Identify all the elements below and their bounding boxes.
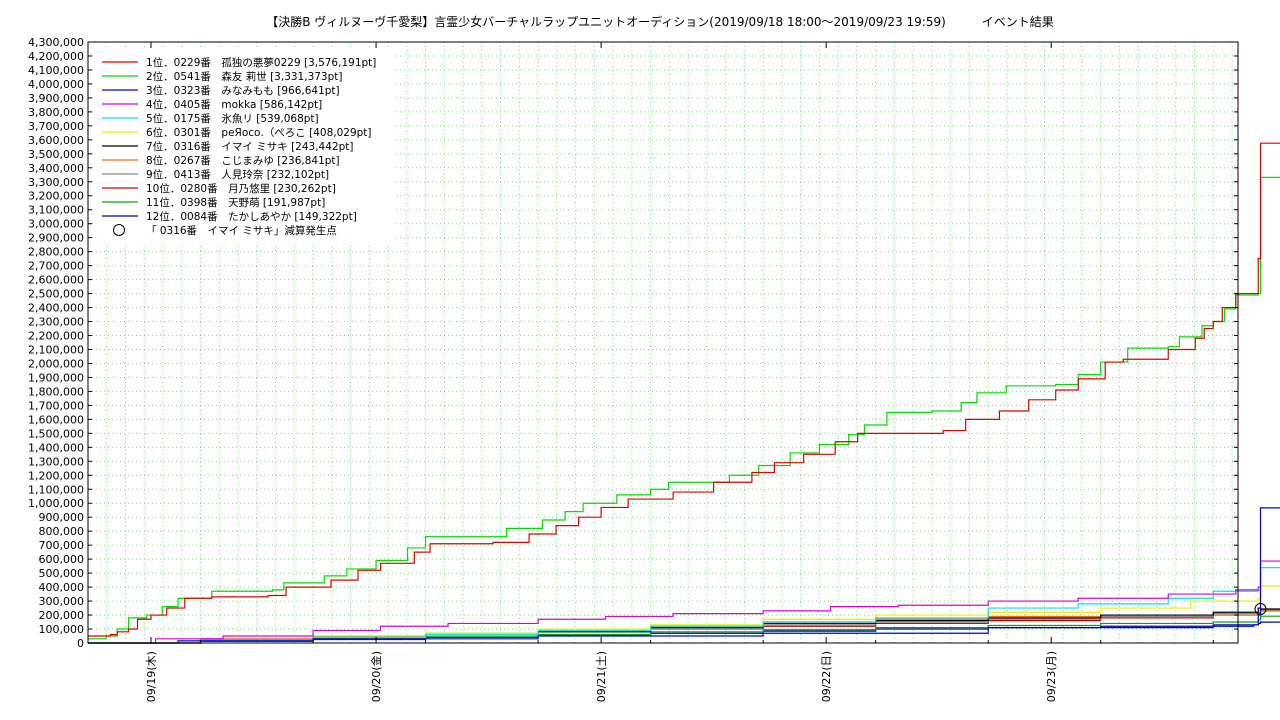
- y-tick-label: 1,100,000: [28, 483, 84, 496]
- legend: 1位．0229番 孤独の悪夢0229 [3,576,191pt]2位．0541番…: [96, 50, 396, 246]
- y-tick-label: 2,500,000: [28, 288, 84, 301]
- x-tick-label: 09/20(金): [369, 651, 383, 702]
- legend-entry: 10位．0280番 月乃悠里 [230,262pt]: [146, 182, 336, 195]
- legend-entry: 7位．0316番 イマイ ミサキ [243,442pt]: [146, 140, 353, 153]
- x-tick-label: 09/19(木): [145, 651, 158, 702]
- chart-title: 【決勝B ヴィルヌーヴ千愛梨】言霊少女バーチャルラップユニットオーディション(2…: [266, 14, 1054, 29]
- y-tick-label: 2,200,000: [28, 330, 84, 343]
- legend-annotation-entry: 「 0316番 イマイ ミサキ」減算発生点: [146, 224, 337, 237]
- y-tick-label: 3,400,000: [28, 162, 84, 175]
- legend-entry: 2位．0541番 森友 莉世 [3,331,373pt]: [146, 70, 343, 83]
- y-tick-label: 600,000: [39, 553, 85, 566]
- legend-entry: 6位．0301番 реЯосо.（ぺろこ [408,029pt]: [146, 126, 372, 139]
- y-tick-label: 2,400,000: [28, 302, 84, 315]
- legend-annotation-marker: [113, 224, 125, 236]
- x-tick-label: 09/22(日): [820, 651, 833, 702]
- y-tick-label: 3,500,000: [28, 148, 84, 161]
- y-tick-label: 4,100,000: [28, 64, 84, 77]
- y-axis: 0100,000200,000300,000400,000500,000600,…: [28, 36, 1238, 650]
- y-tick-label: 3,300,000: [28, 176, 84, 189]
- series-line: [88, 176, 1280, 640]
- y-tick-label: 4,200,000: [28, 50, 84, 63]
- y-tick-label: 1,400,000: [28, 441, 84, 454]
- legend-entry: 4位．0405番 mokka [586,142pt]: [146, 98, 322, 111]
- y-tick-label: 3,800,000: [28, 106, 84, 119]
- y-tick-label: 2,600,000: [28, 274, 84, 287]
- annotation-marker: [1254, 602, 1267, 615]
- x-tick-label: 09/23(月): [1045, 651, 1058, 702]
- y-tick-label: 1,000,000: [28, 497, 84, 510]
- series-line: [88, 585, 1280, 644]
- series-line: [88, 142, 1280, 637]
- y-tick-label: 1,300,000: [28, 455, 84, 468]
- legend-entry: 5位．0175番 氷魚リ [539,068pt]: [146, 112, 319, 125]
- annotation-layer: [1254, 602, 1267, 615]
- y-tick-label: 2,700,000: [28, 260, 84, 273]
- y-tick-label: 400,000: [39, 581, 85, 594]
- series-line: [88, 609, 1280, 644]
- legend-entry: 11位．0398番 天野萌 [191,987pt]: [146, 196, 325, 209]
- y-tick-label: 500,000: [39, 567, 85, 580]
- y-tick-label: 200,000: [39, 609, 85, 622]
- y-tick-label: 3,600,000: [28, 134, 84, 147]
- y-tick-label: 3,900,000: [28, 92, 84, 105]
- y-tick-label: 2,000,000: [28, 357, 84, 370]
- series-line: [88, 621, 1280, 644]
- y-tick-label: 3,000,000: [28, 218, 84, 231]
- y-tick-label: 2,900,000: [28, 232, 84, 245]
- y-tick-label: 2,800,000: [28, 246, 84, 259]
- x-tick-label: 09/21(土): [595, 651, 608, 702]
- legend-entry: 9位．0413番 人見玲奈 [232,102pt]: [146, 168, 329, 181]
- y-tick-label: 3,700,000: [28, 120, 84, 133]
- y-tick-label: 1,900,000: [28, 371, 84, 384]
- y-tick-label: 700,000: [39, 539, 85, 552]
- series-line: [88, 560, 1280, 644]
- y-tick-label: 3,200,000: [28, 190, 84, 203]
- plot-frame: [87, 41, 1239, 644]
- y-tick-label: 1,800,000: [28, 385, 84, 398]
- legend-entry: 12位．0084番 たかしあやか [149,322pt]: [146, 210, 357, 223]
- legend-entry: 1位．0229番 孤独の悪夢0229 [3,576,191pt]: [146, 56, 376, 69]
- y-tick-label: 2,300,000: [28, 316, 84, 329]
- y-tick-label: 4,000,000: [28, 78, 84, 91]
- y-tick-label: 1,700,000: [28, 399, 84, 412]
- y-tick-label: 100,000: [39, 623, 85, 636]
- legend-entry: 3位．0323番 みなみもも [966,641pt]: [146, 84, 340, 97]
- x-axis: 09/19(木) 09/20(金) 09/21(土) 09/22(日) 09/23(月): [87, 42, 1214, 702]
- y-tick-label: 1,500,000: [28, 427, 84, 440]
- y-tick-label: 2,100,000: [28, 343, 84, 356]
- legend-entry: 8位．0267番 こじまみゆ [236,841pt]: [146, 154, 340, 167]
- y-tick-label: 900,000: [39, 511, 85, 524]
- y-tick-label: 300,000: [39, 595, 85, 608]
- legend-box: [96, 50, 396, 246]
- y-tick-label: 3,100,000: [28, 204, 84, 217]
- y-tick-label: 800,000: [39, 525, 85, 538]
- y-tick-label: 4,300,000: [28, 36, 84, 49]
- y-tick-label: 1,600,000: [28, 413, 84, 426]
- y-tick-label: 1,200,000: [28, 469, 84, 482]
- y-tick-label: 0: [77, 637, 84, 650]
